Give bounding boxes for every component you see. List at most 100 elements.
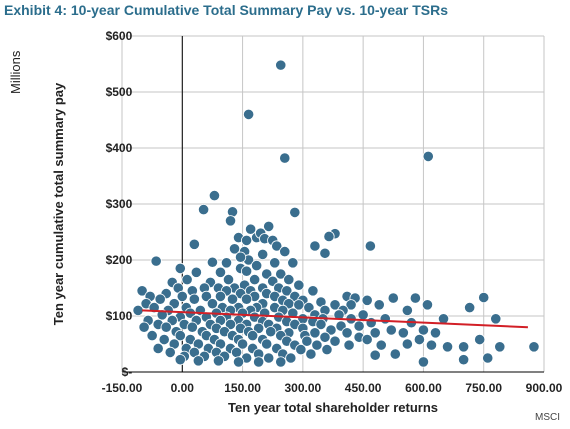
data-point: [206, 256, 219, 268]
data-point: [164, 346, 176, 358]
data-point: [464, 301, 476, 314]
data-point: [228, 243, 241, 255]
data-point: [333, 309, 345, 321]
data-point: [379, 313, 391, 325]
data-point: [482, 352, 494, 364]
x-tick-label: 900.00: [526, 381, 563, 395]
data-point: [188, 293, 200, 305]
data-point: [243, 108, 255, 121]
data-point: [417, 356, 430, 368]
data-point: [325, 324, 337, 336]
data-point: [279, 246, 291, 258]
data-point: [214, 266, 227, 278]
x-tick-label: 0.00: [171, 381, 195, 395]
data-point: [361, 333, 373, 346]
data-point: [174, 354, 186, 366]
data-point: [343, 339, 355, 351]
data-point: [361, 294, 373, 306]
x-tick-label: 600.00: [405, 381, 442, 395]
data-point: [281, 285, 293, 297]
data-point: [263, 220, 275, 232]
data-point: [421, 299, 434, 311]
data-point: [422, 150, 434, 162]
x-tick-label: 150.00: [224, 381, 261, 395]
data-point: [307, 285, 319, 297]
data-point: [152, 342, 164, 355]
data-point: [197, 204, 210, 216]
data-point: [158, 333, 170, 346]
y-tick-label: $300: [106, 197, 133, 211]
y-tick-label: $-: [122, 365, 133, 379]
data-point: [200, 290, 212, 302]
trend-line: [142, 309, 528, 329]
data-point: [265, 326, 277, 338]
source-label: MSCI: [535, 412, 560, 423]
data-point: [329, 335, 341, 347]
data-point: [490, 313, 502, 325]
data-point: [329, 299, 341, 311]
data-point: [224, 318, 237, 330]
data-point: [240, 234, 253, 246]
data-point: [295, 343, 307, 356]
data-point: [181, 273, 193, 286]
data-point: [275, 268, 287, 280]
data-point: [253, 322, 265, 334]
data-point: [190, 266, 202, 278]
y-tick-label: $100: [106, 309, 133, 323]
data-point: [458, 341, 470, 353]
data-point: [387, 292, 399, 304]
data-point: [224, 215, 237, 227]
data-point: [247, 329, 259, 342]
x-tick-label: 750.00: [465, 381, 502, 395]
data-point: [263, 352, 275, 364]
trendline: [142, 309, 528, 329]
data-point: [315, 318, 327, 330]
data-point: [305, 348, 317, 360]
data-point: [441, 341, 454, 353]
data-point: [269, 257, 281, 269]
data-point: [319, 331, 331, 343]
data-point: [188, 238, 200, 250]
x-axis-title: Ten year total shareholder returns: [228, 400, 438, 415]
data-point: [289, 206, 301, 218]
data-point: [319, 247, 331, 259]
data-point: [287, 257, 299, 269]
data-point: [494, 341, 506, 353]
data-point: [309, 327, 321, 339]
data-point: [222, 273, 235, 286]
data-point: [160, 321, 172, 333]
data-point: [253, 356, 265, 368]
data-point: [174, 262, 186, 274]
data-point: [283, 273, 295, 286]
data-point: [365, 317, 377, 329]
data-point: [373, 299, 385, 311]
data-point: [401, 338, 413, 350]
data-point: [293, 279, 305, 291]
data-point: [249, 273, 261, 286]
data-point: [208, 190, 221, 202]
data-point: [236, 338, 249, 350]
data-point: [375, 339, 387, 351]
data-point: [261, 268, 273, 280]
data-point: [186, 321, 198, 333]
data-point: [478, 291, 490, 304]
data-point: [234, 251, 247, 263]
data-point: [176, 290, 188, 302]
data-point: [206, 298, 219, 310]
data-point: [364, 240, 376, 252]
data-point: [214, 290, 227, 302]
data-point: [303, 301, 315, 314]
data-point: [150, 255, 162, 267]
data-point: [397, 327, 409, 339]
data-point: [226, 293, 239, 305]
exhibit-title: Exhibit 4: 10-year Cumulative Total Summ…: [4, 2, 449, 18]
data-point: [401, 304, 413, 316]
data-point: [528, 341, 540, 353]
data-point: [301, 335, 313, 347]
data-point: [132, 304, 144, 316]
data-point: [323, 230, 335, 243]
data-point: [240, 265, 253, 277]
y-axis-title: Ten year cumulative total summary pay: [51, 82, 66, 325]
data-point: [389, 348, 401, 360]
